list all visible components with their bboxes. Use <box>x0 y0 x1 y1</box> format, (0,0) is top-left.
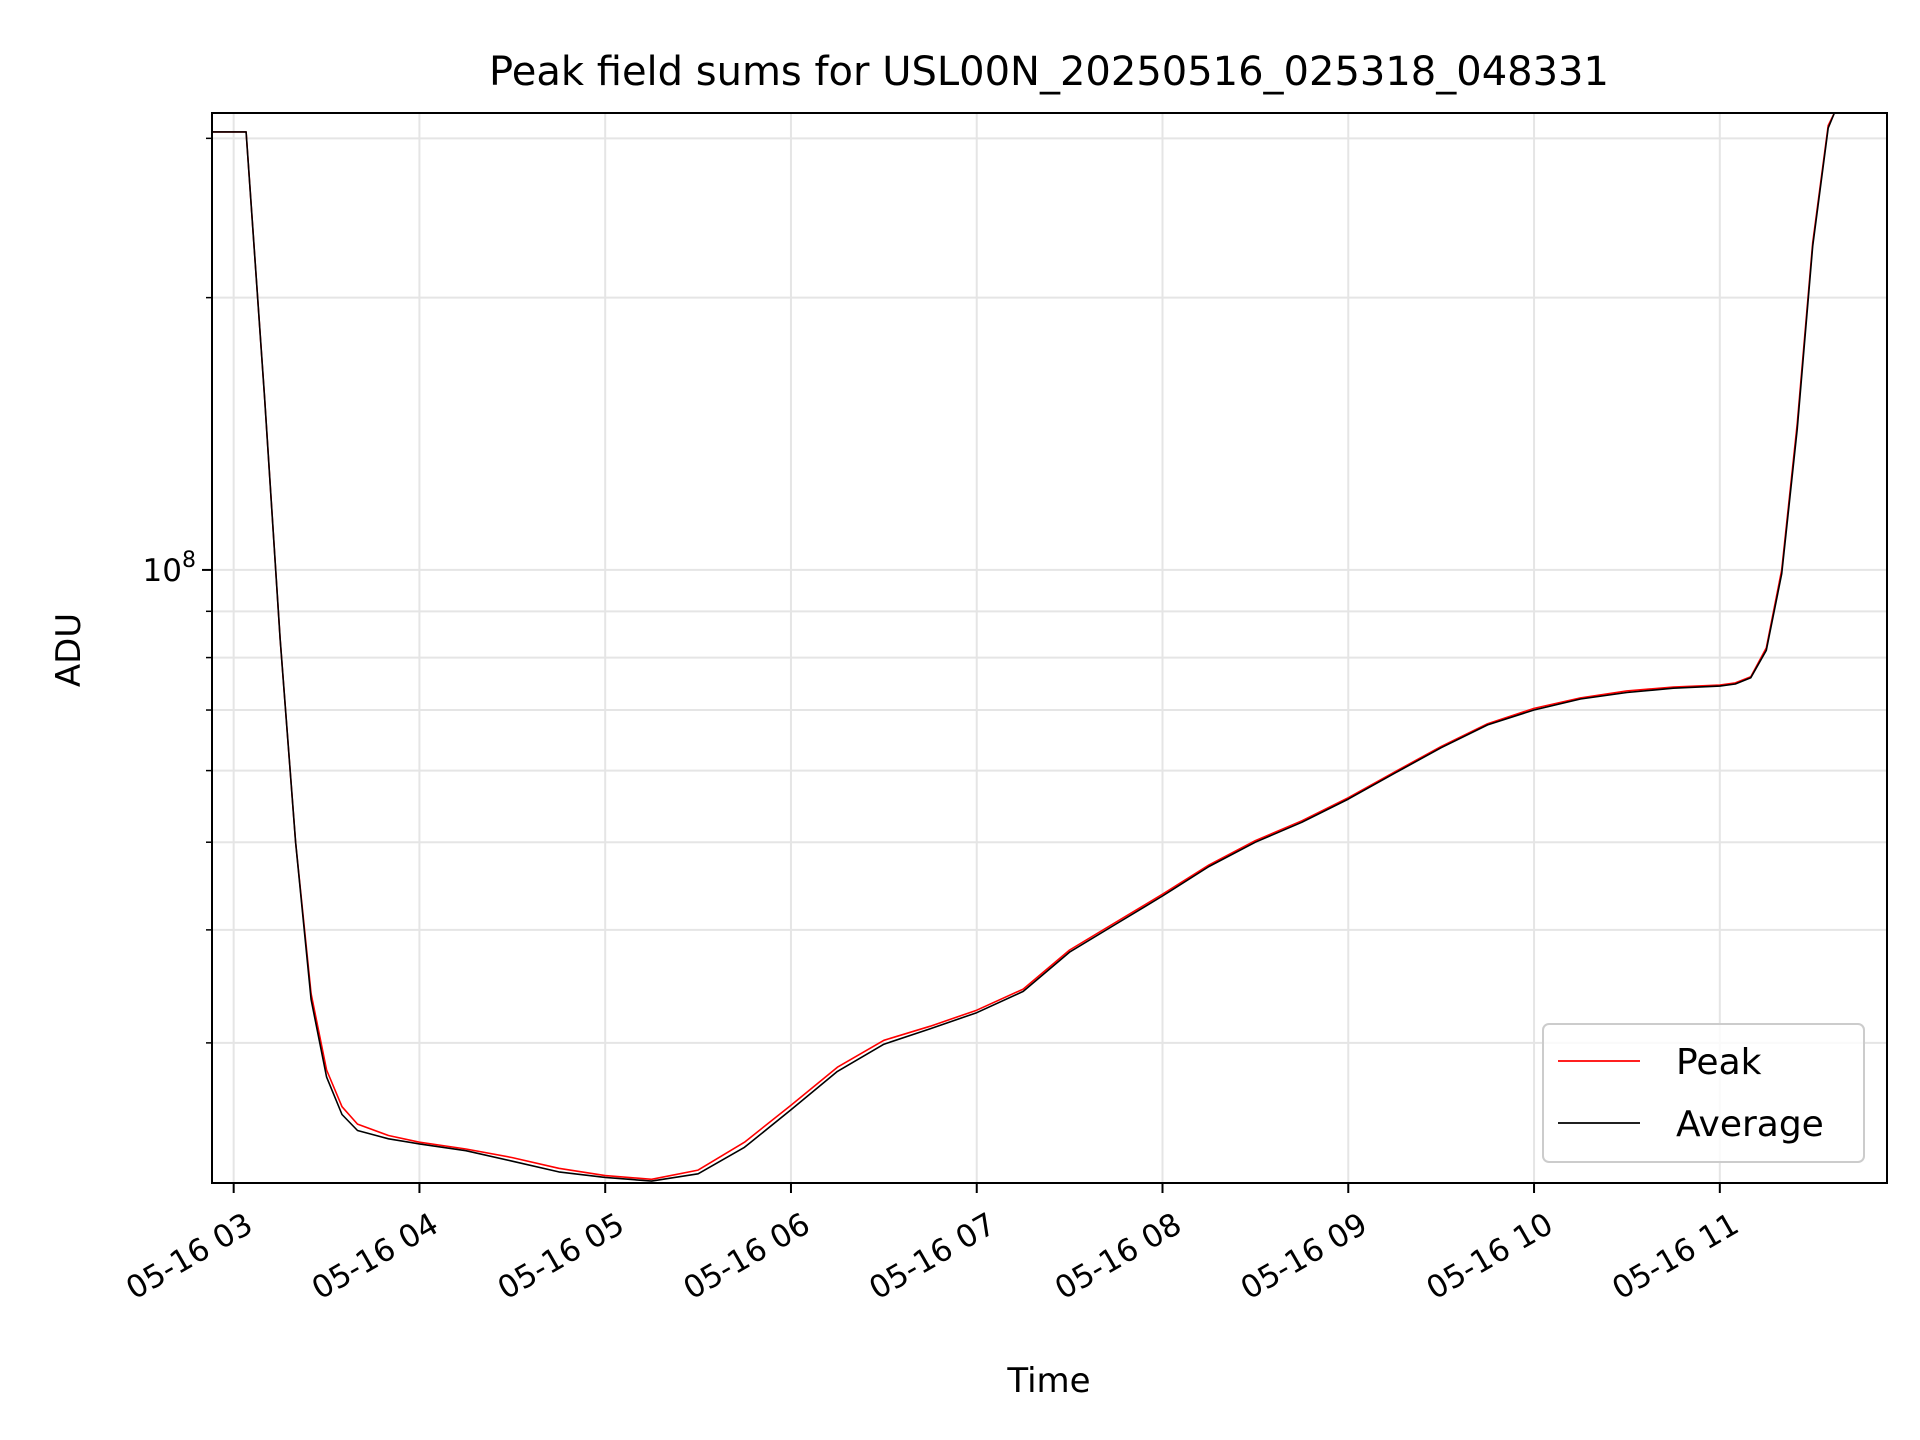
series-line-peak <box>212 112 1836 1181</box>
chart-title: Peak field sums for USL00N_20250516_0253… <box>489 49 1609 95</box>
legend-box <box>1542 1023 1865 1163</box>
grid <box>212 113 1887 1183</box>
legend-label-peak: Peak <box>1676 1042 1762 1083</box>
y-axis: 108 <box>143 137 212 1044</box>
plot-frame <box>211 112 1888 1184</box>
series-line-average <box>212 112 1836 1182</box>
x-axis-title: Time <box>1006 1361 1090 1401</box>
y-tick-label: 108 <box>143 548 196 589</box>
legend-label-average: Average <box>1676 1104 1824 1145</box>
legend: Peak Average <box>1542 1023 1865 1163</box>
plot-lines <box>212 112 1836 1182</box>
y-axis-title: ADU <box>49 613 89 687</box>
